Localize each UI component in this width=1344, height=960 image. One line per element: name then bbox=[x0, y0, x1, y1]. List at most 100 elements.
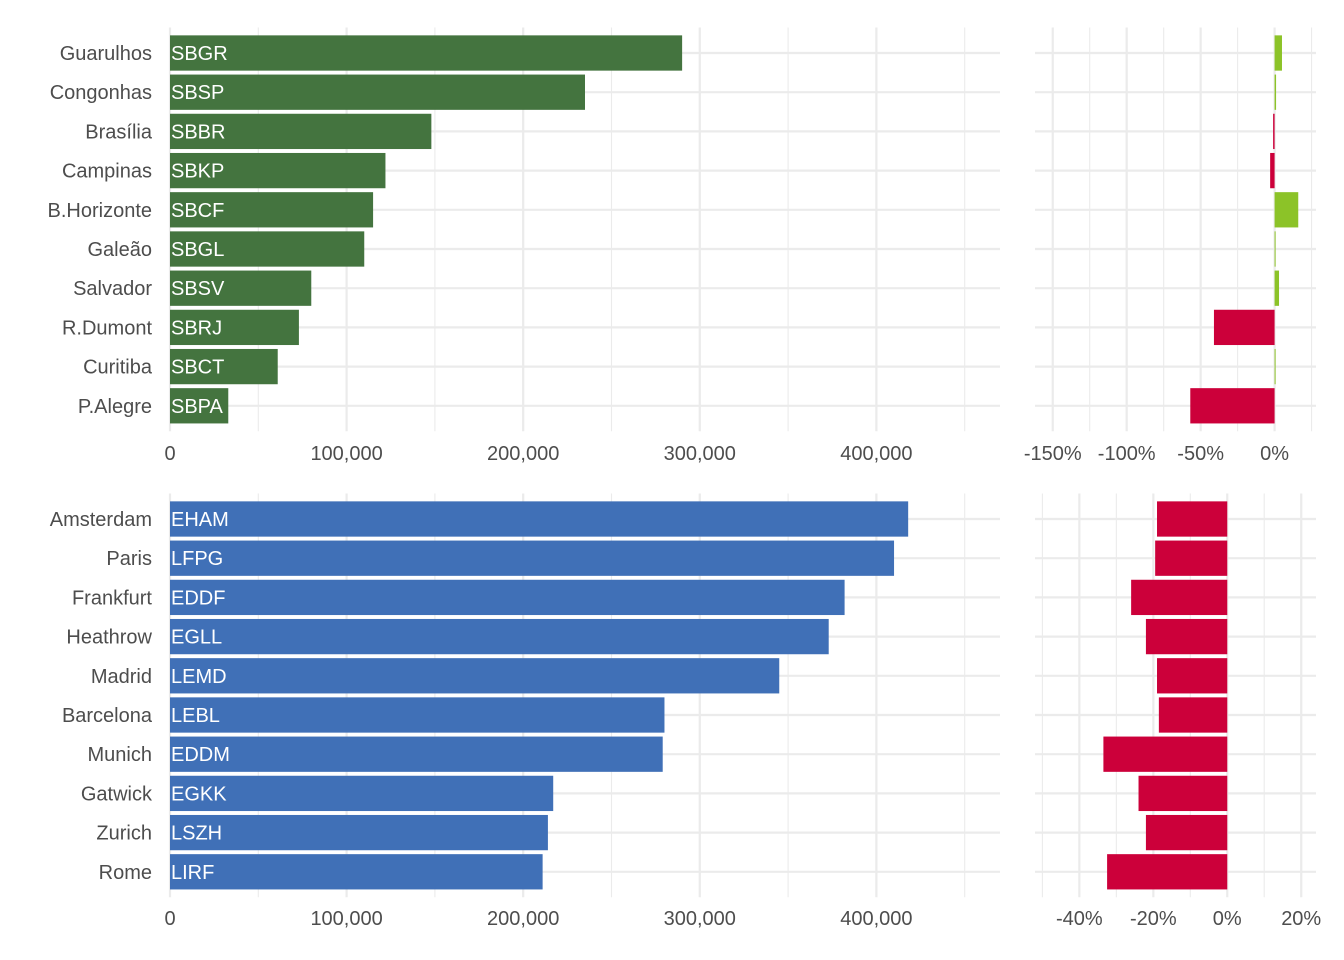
bar-heathrow bbox=[170, 618, 829, 655]
category-label: Guarulhos bbox=[60, 43, 152, 65]
bar-code-label: LSZH bbox=[171, 823, 222, 845]
x-tick-label: 400,000 bbox=[840, 443, 912, 465]
x-tick-label: -150% bbox=[1024, 443, 1082, 465]
x-tick-label: 200,000 bbox=[487, 443, 559, 465]
bar-r-dumont bbox=[1213, 309, 1275, 346]
bar-p-alegre bbox=[170, 388, 229, 424]
x-tick-label: 100,000 bbox=[310, 908, 382, 930]
bar-madrid bbox=[1157, 658, 1228, 694]
europe-change-panel: -40% -20% 0% 20% bbox=[1035, 493, 1321, 930]
bar-code-label: EGKK bbox=[171, 783, 227, 805]
category-label: Heathrow bbox=[66, 627, 152, 649]
bar-gatwick bbox=[1138, 775, 1228, 812]
category-label: Gatwick bbox=[81, 783, 153, 805]
bar-heathrow bbox=[1145, 618, 1228, 655]
category-label: B.Horizonte bbox=[48, 200, 153, 222]
bar-r-dumont bbox=[170, 309, 299, 346]
bar-frankfurt bbox=[1131, 579, 1228, 616]
category-label: Madrid bbox=[91, 666, 152, 688]
bar-amsterdam bbox=[170, 501, 909, 537]
europe-movements-panel: EHAM LFPG EDDF EGLL LEMD LEBL EDDM EGKK LSZH LIRF… bbox=[50, 493, 1000, 930]
category-label: Zurich bbox=[96, 823, 152, 845]
category-label: Amsterdam bbox=[50, 509, 152, 531]
bar-curitiba bbox=[170, 348, 278, 385]
bar-code-label: SBCT bbox=[171, 357, 224, 379]
bar-code-label: LIRF bbox=[171, 862, 214, 884]
x-tick-label: -40% bbox=[1056, 908, 1103, 930]
brazil-movements-panel: SBGR SBSP SBBR SBKP SBCF SBGL SBSV SBRJ SBCT SBPA… bbox=[48, 27, 1000, 465]
bar-code-label: EDDM bbox=[171, 744, 230, 766]
category-label: Curitiba bbox=[83, 357, 153, 379]
x-tick-label: -20% bbox=[1130, 908, 1177, 930]
category-label: R.Dumont bbox=[62, 317, 152, 339]
x-tick-label: -50% bbox=[1177, 443, 1224, 465]
bar-code-label: EGLL bbox=[171, 627, 222, 649]
bar-frankfurt bbox=[170, 579, 845, 616]
x-tick-label: 200,000 bbox=[487, 908, 559, 930]
category-label: Galeão bbox=[88, 239, 153, 261]
bar-gale-o bbox=[170, 231, 365, 267]
category-label: Barcelona bbox=[62, 705, 153, 727]
bar-rome bbox=[1107, 854, 1228, 890]
category-label: P.Alegre bbox=[78, 396, 152, 418]
bar-gale-o bbox=[1274, 231, 1276, 267]
x-tick-label: -100% bbox=[1098, 443, 1156, 465]
bar-code-label: SBGR bbox=[171, 43, 228, 65]
category-label: Congonhas bbox=[50, 82, 152, 104]
bar-code-label: EDDF bbox=[171, 587, 225, 609]
bar-barcelona bbox=[1158, 697, 1228, 733]
bar-salvador bbox=[1274, 270, 1280, 306]
bar-curitiba bbox=[1274, 348, 1276, 385]
bar-code-label: LEBL bbox=[171, 705, 220, 727]
x-tick-label: 0% bbox=[1213, 908, 1242, 930]
bar-madrid bbox=[170, 658, 780, 694]
x-tick-label: 400,000 bbox=[840, 908, 912, 930]
bar-code-label: SBKP bbox=[171, 161, 224, 183]
bar-code-label: EHAM bbox=[171, 509, 229, 531]
bar-munich bbox=[170, 736, 663, 772]
bar-code-label: SBPA bbox=[171, 396, 224, 418]
x-tick-label: 0 bbox=[164, 908, 175, 930]
bar-code-label: SBSV bbox=[171, 278, 225, 300]
bar-zurich bbox=[170, 814, 548, 851]
category-label: Brasília bbox=[85, 121, 153, 143]
bar-congonhas bbox=[1274, 74, 1277, 110]
bar-code-label: SBCF bbox=[171, 200, 224, 222]
bar-bras-lia bbox=[170, 113, 432, 150]
category-label: Salvador bbox=[73, 278, 152, 300]
bar-munich bbox=[1103, 736, 1228, 772]
bar-campinas bbox=[170, 152, 386, 189]
bar-code-label: SBBR bbox=[171, 121, 225, 143]
bar-salvador bbox=[170, 270, 312, 306]
bar-guarulhos bbox=[1274, 35, 1282, 71]
brazil-change-panel: -150% -100% -50% 0% bbox=[1024, 27, 1316, 465]
bar-guarulhos bbox=[170, 35, 683, 71]
bar-barcelona bbox=[170, 697, 665, 733]
bar-code-label: SBRJ bbox=[171, 317, 222, 339]
x-tick-label: 0 bbox=[164, 443, 175, 465]
x-tick-label: 20% bbox=[1281, 908, 1321, 930]
bar-campinas bbox=[1270, 152, 1275, 189]
x-tick-label: 0% bbox=[1260, 443, 1289, 465]
category-label: Campinas bbox=[62, 161, 152, 183]
bar-code-label: SBSP bbox=[171, 82, 224, 104]
bar-rome bbox=[170, 854, 543, 890]
category-label: Paris bbox=[106, 548, 152, 570]
category-label: Frankfurt bbox=[72, 587, 152, 609]
x-tick-label: 100,000 bbox=[310, 443, 382, 465]
bar-congonhas bbox=[170, 74, 585, 110]
bar-paris bbox=[170, 540, 895, 576]
x-tick-label: 300,000 bbox=[664, 908, 736, 930]
bar-p-alegre bbox=[1190, 388, 1275, 424]
bar-code-label: SBGL bbox=[171, 239, 224, 261]
bar-code-label: LEMD bbox=[171, 666, 227, 688]
bar-gatwick bbox=[170, 775, 554, 812]
bar-bras-lia bbox=[1273, 113, 1275, 150]
bar-paris bbox=[1155, 540, 1228, 576]
bar-amsterdam bbox=[1157, 501, 1228, 537]
bar-b-horizonte bbox=[1274, 192, 1299, 228]
bar-zurich bbox=[1145, 814, 1228, 851]
bar-b-horizonte bbox=[170, 192, 374, 228]
x-tick-label: 300,000 bbox=[664, 443, 736, 465]
